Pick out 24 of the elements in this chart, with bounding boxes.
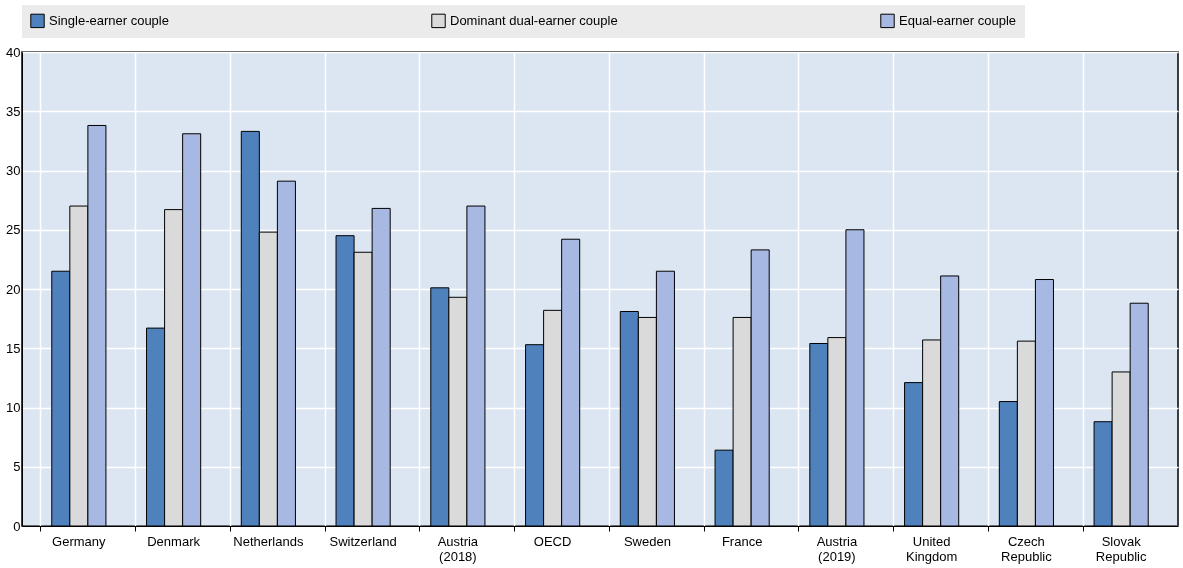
x-tick-label: Netherlands — [233, 533, 304, 549]
y-tick-label: 5 — [13, 459, 21, 475]
x-tick-label: Sweden — [623, 533, 671, 549]
x-tick-label: France — [721, 533, 763, 549]
y-tick-label: 35 — [6, 103, 21, 119]
legend-label: Single-earner couple — [49, 12, 169, 28]
x-tick-label: United Kingdom — [905, 533, 958, 564]
x-tick-label: Switzerland — [329, 533, 397, 549]
legend-label: Dominant dual-earner couple — [450, 12, 618, 28]
x-tick-label: Austria (2019) — [816, 533, 858, 564]
x-tick-label: Denmark — [147, 533, 201, 549]
y-tick-label: 10 — [6, 400, 21, 415]
y-tick-label: 20 — [6, 281, 21, 297]
x-tick-label: Germany — [52, 533, 107, 549]
y-tick-label: 15 — [6, 340, 21, 356]
y-tick-label: 30 — [6, 163, 21, 178]
x-tick-label: Slovak Republic — [1095, 533, 1147, 564]
x-tick-label: Czech Republic — [1001, 533, 1053, 564]
y-tick-label: 0 — [13, 518, 21, 534]
x-tick-label: Austria (2018) — [437, 533, 479, 564]
legend-label: Equal-earner couple — [899, 12, 1017, 28]
y-tick-label: 25 — [6, 222, 21, 238]
y-tick-label: 40 — [6, 44, 21, 60]
x-tick-label: OECD — [533, 533, 572, 549]
